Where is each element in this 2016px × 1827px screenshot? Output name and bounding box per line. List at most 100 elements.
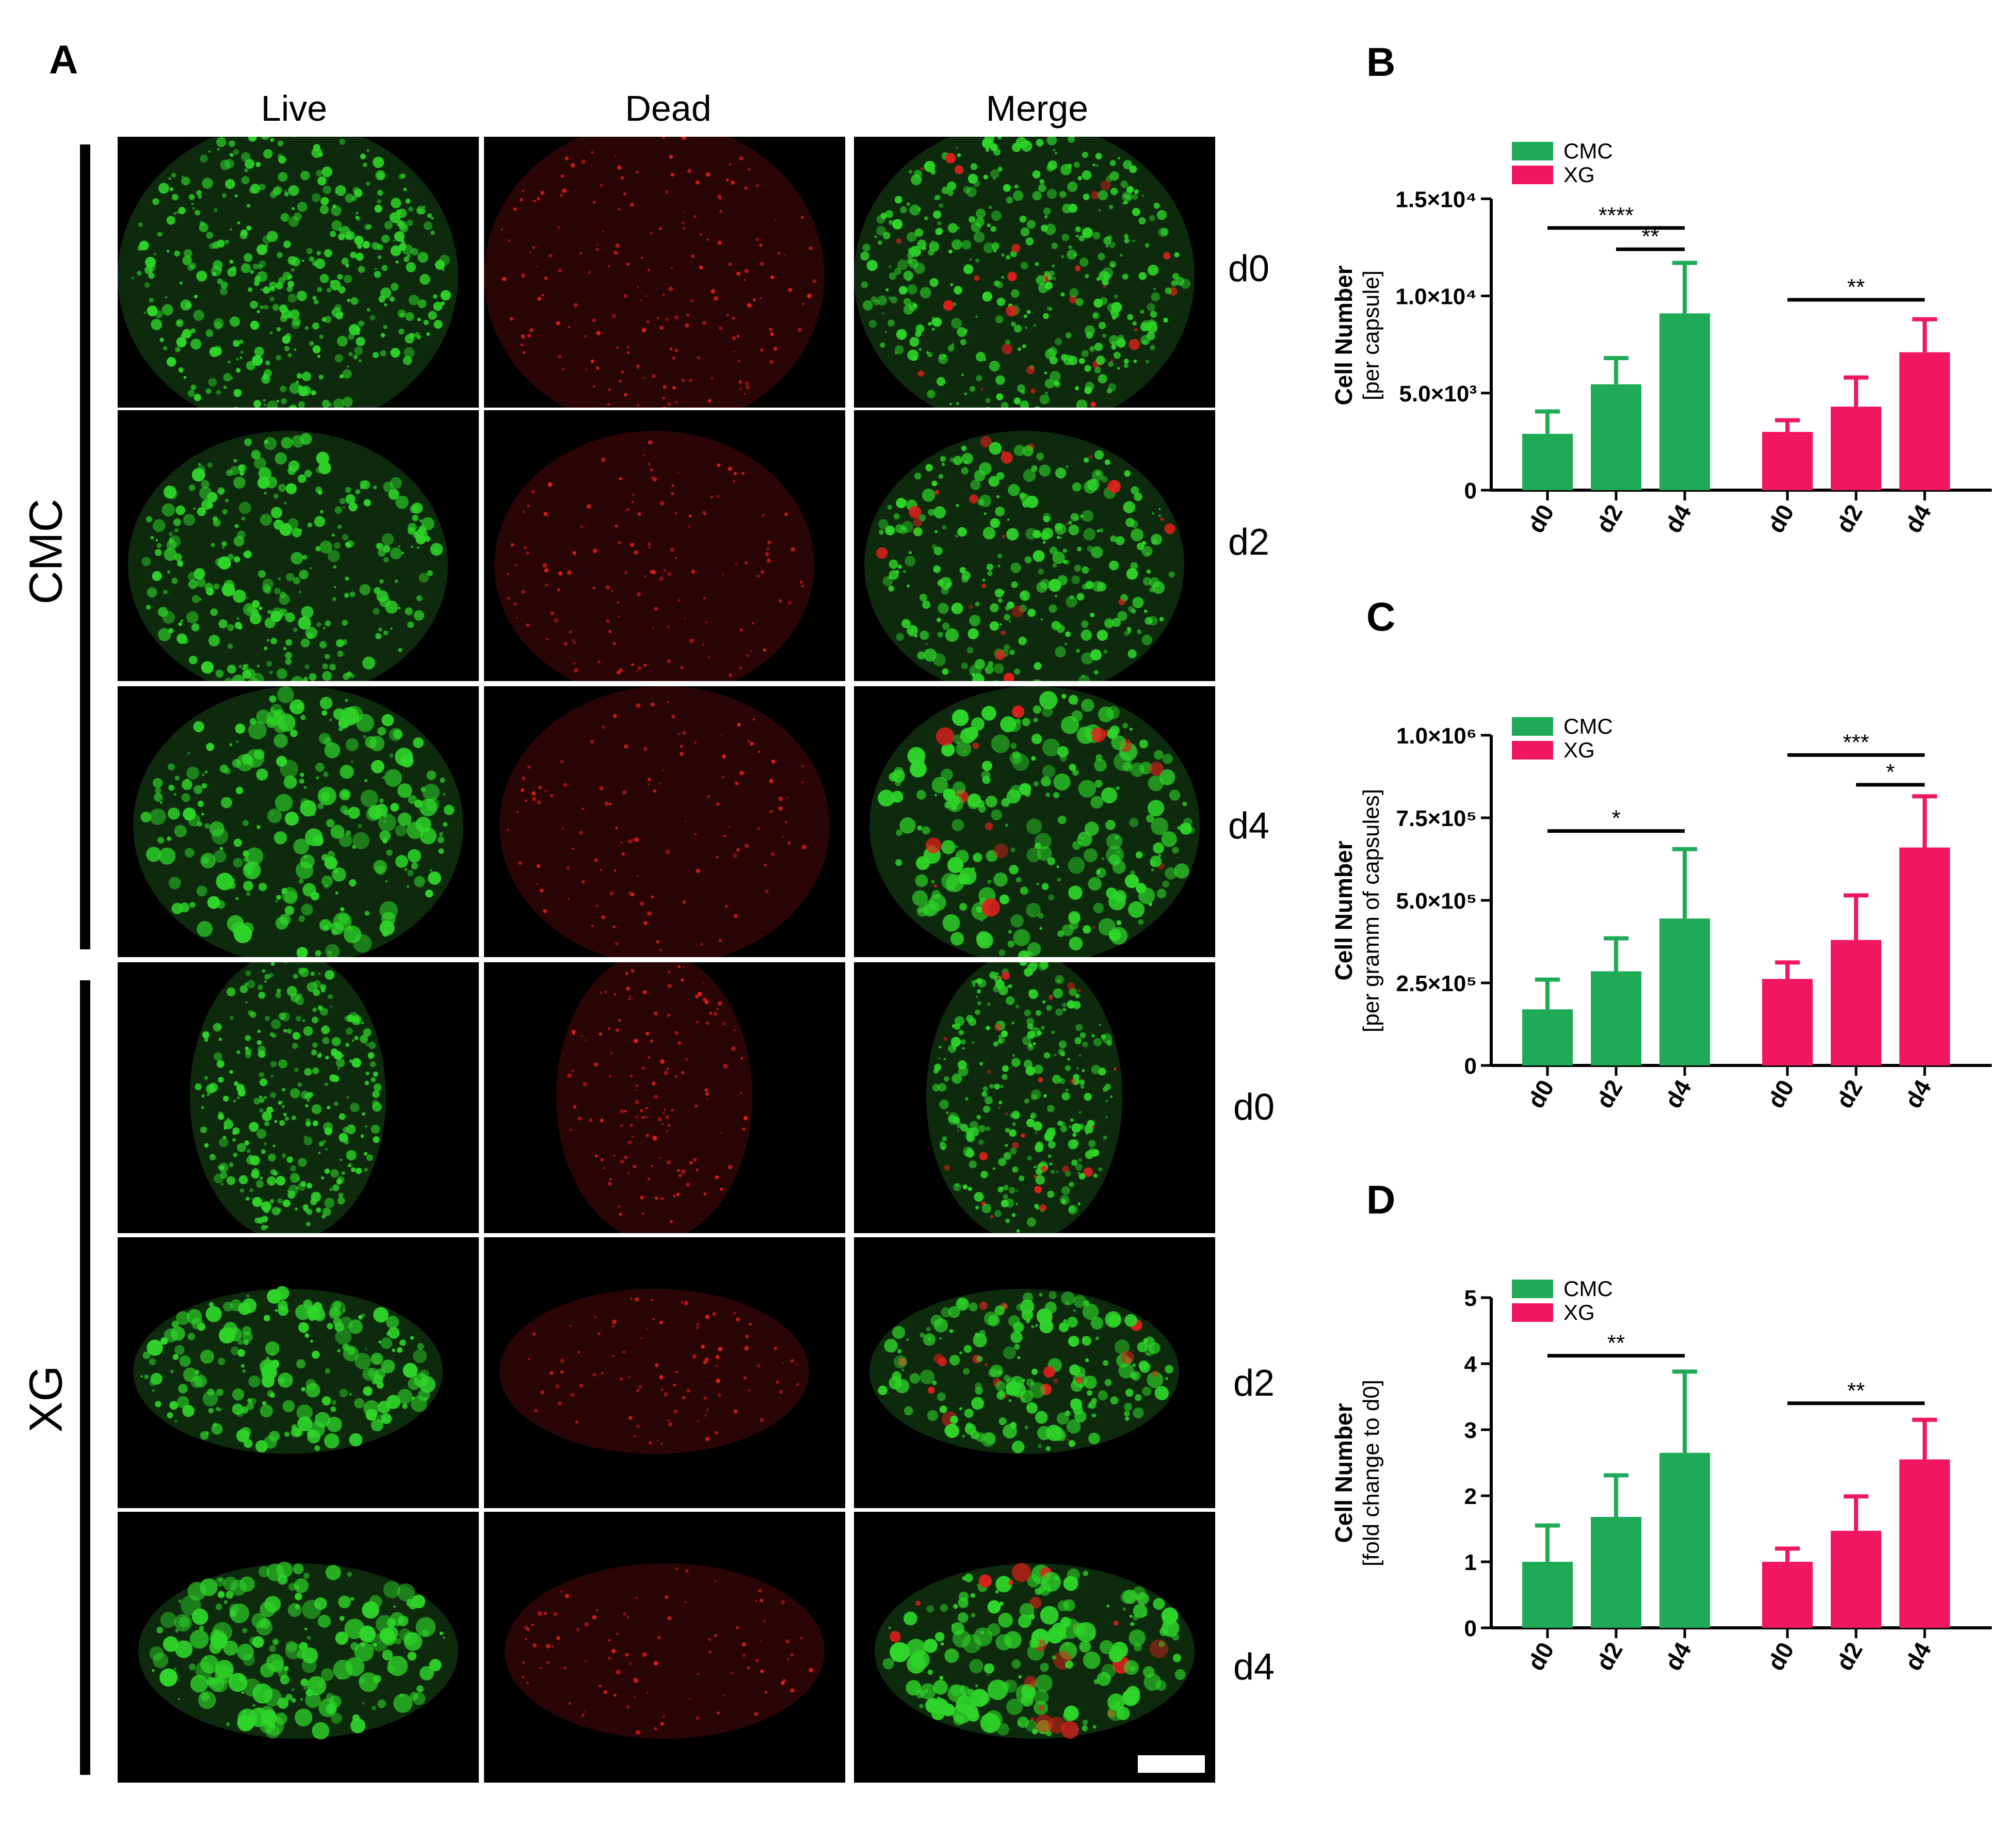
x-tick-label: d4 bbox=[1659, 1075, 1697, 1113]
chart-c: 0 2.5×10⁵ 5.0×10⁵ 7.5×10⁵ 1.0×10⁶ Cell Number… bbox=[1321, 709, 2002, 1138]
y-axis-label: Cell Number bbox=[1330, 265, 1357, 405]
x-tick-label: d2 bbox=[1831, 1075, 1868, 1112]
legend-label-cmc: CMC bbox=[1563, 714, 1613, 738]
significance-label: * bbox=[1611, 806, 1620, 831]
chart-c-svg: 0 2.5×10⁵ 5.0×10⁵ 7.5×10⁵ 1.0×10⁶ Cell Number… bbox=[1330, 714, 1992, 1113]
micrograph-dead-xg-d0 bbox=[484, 962, 845, 1233]
row-label-cmc-d2: d2 bbox=[1228, 522, 1270, 563]
group-label-cmc: CMC bbox=[20, 498, 72, 605]
y-tick-label: 0 bbox=[1464, 478, 1477, 504]
bar-xg-d0 bbox=[1762, 979, 1813, 1065]
scale-bar bbox=[1138, 1755, 1205, 1773]
bar-cmc-d4 bbox=[1659, 313, 1710, 490]
group-bar-xg bbox=[80, 980, 90, 1775]
x-tick-label: d4 bbox=[1899, 500, 1937, 538]
micrograph-dead-xg-d4 bbox=[484, 1512, 845, 1783]
x-tick-label: d0 bbox=[1522, 1638, 1559, 1675]
x-tick-label: d4 bbox=[1899, 1638, 1937, 1675]
row-label-xg-d4: d4 bbox=[1233, 1646, 1275, 1688]
chart-d-svg: 0 1 2 3 4 5 Cell Number [fold change to d0] d0 d2… bbox=[1330, 1276, 1992, 1675]
bar-xg-d2 bbox=[1831, 407, 1881, 490]
y-tick-label: 0 bbox=[1464, 1616, 1477, 1641]
legend-label-xg: XG bbox=[1563, 163, 1595, 187]
y-tick-label: 1.0×10⁶ bbox=[1396, 723, 1477, 749]
legend-label-xg: XG bbox=[1563, 1300, 1595, 1324]
legend-swatch-cmc bbox=[1512, 142, 1553, 160]
micrograph-dead-xg-d2 bbox=[484, 1237, 845, 1508]
legend-swatch-xg bbox=[1512, 166, 1553, 184]
group-label-xg: XG bbox=[20, 1365, 72, 1433]
x-tick-label: d4 bbox=[1659, 1638, 1697, 1675]
significance-label: ** bbox=[1607, 1331, 1625, 1356]
y-axis-label: Cell Number bbox=[1330, 840, 1357, 980]
significance-label: * bbox=[1886, 759, 1895, 785]
x-tick-label: d2 bbox=[1591, 1638, 1628, 1675]
y-axis-sublabel: [per capsule] bbox=[1359, 270, 1384, 400]
legend-swatch-cmc bbox=[1512, 1280, 1553, 1298]
y-axis-sublabel: [per gramm of capsules] bbox=[1359, 789, 1384, 1032]
panel-letter-b: B bbox=[1366, 39, 1396, 85]
significance-label: **** bbox=[1599, 203, 1634, 228]
x-tick-label: d2 bbox=[1831, 500, 1868, 537]
bar-cmc-d4 bbox=[1659, 1452, 1710, 1628]
micrograph-dead-cmc-d0 bbox=[484, 137, 845, 408]
chart-b: 0 5.0×10³ 1.0×10⁴ 1.5×10⁴ Cell Number [per ca… bbox=[1321, 134, 2002, 562]
column-header-live: Live bbox=[261, 88, 328, 128]
bar-xg-d0 bbox=[1762, 1562, 1813, 1628]
micrograph-live-cmc-d4 bbox=[118, 686, 479, 957]
micrograph-merge-xg-d0 bbox=[854, 962, 1215, 1233]
micrograph-merge-cmc-d2 bbox=[854, 410, 1215, 681]
micrograph-merge-cmc-d0 bbox=[854, 137, 1215, 408]
bar-cmc-d2 bbox=[1591, 971, 1641, 1065]
chart-b-svg: 0 5.0×10³ 1.0×10⁴ 1.5×10⁴ Cell Number [per ca… bbox=[1330, 139, 1992, 538]
panel-letter-c: C bbox=[1366, 594, 1396, 639]
y-tick-label: 5 bbox=[1464, 1286, 1477, 1311]
legend-label-cmc: CMC bbox=[1563, 1276, 1613, 1301]
panel-letter-d: D bbox=[1366, 1177, 1396, 1222]
micrograph-dead-cmc-d4 bbox=[484, 686, 845, 957]
row-label-cmc-d0: d0 bbox=[1228, 248, 1270, 289]
legend-swatch-xg bbox=[1512, 1303, 1553, 1322]
significance-label: ** bbox=[1847, 274, 1865, 300]
y-tick-label: 1 bbox=[1464, 1550, 1477, 1575]
y-tick-label: 1.0×10⁴ bbox=[1395, 284, 1477, 310]
legend-label-cmc: CMC bbox=[1563, 139, 1613, 163]
x-tick-label: d0 bbox=[1762, 1075, 1799, 1112]
x-tick-label: d0 bbox=[1522, 500, 1559, 537]
y-tick-label: 5.0×10³ bbox=[1399, 381, 1477, 407]
bar-xg-d4 bbox=[1899, 352, 1950, 490]
bar-cmc-d0 bbox=[1522, 1562, 1573, 1628]
x-tick-label: d4 bbox=[1899, 1075, 1937, 1113]
micrograph-live-xg-d0 bbox=[118, 962, 479, 1233]
significance-label: ** bbox=[1641, 224, 1659, 249]
chart-d: 0 1 2 3 4 5 Cell Number [fold change to d0] d0 d2… bbox=[1321, 1272, 2002, 1700]
bar-xg-d4 bbox=[1899, 847, 1950, 1065]
y-tick-label: 7.5×10⁵ bbox=[1396, 806, 1477, 831]
legend-label-xg: XG bbox=[1563, 738, 1595, 762]
micrograph-merge-xg-d2 bbox=[854, 1237, 1215, 1508]
y-tick-label: 3 bbox=[1464, 1418, 1477, 1443]
y-tick-label: 5.0×10⁵ bbox=[1396, 888, 1477, 914]
legend-swatch-cmc bbox=[1512, 717, 1553, 736]
x-tick-label: d0 bbox=[1762, 500, 1799, 537]
column-header-merge: Merge bbox=[986, 88, 1089, 128]
bar-xg-d4 bbox=[1899, 1459, 1950, 1628]
panel-letter-a: A bbox=[49, 37, 78, 82]
x-tick-label: d2 bbox=[1591, 1075, 1628, 1112]
y-axis-sublabel: [fold change to d0] bbox=[1359, 1380, 1384, 1566]
bar-cmc-d4 bbox=[1659, 918, 1710, 1065]
bar-cmc-d2 bbox=[1591, 384, 1641, 490]
group-bar-cmc bbox=[80, 144, 90, 949]
bar-cmc-d0 bbox=[1522, 1009, 1573, 1065]
significance-label: ** bbox=[1847, 1378, 1865, 1403]
y-tick-label: 2 bbox=[1464, 1484, 1477, 1509]
x-tick-label: d4 bbox=[1659, 500, 1697, 538]
y-tick-label: 2.5×10⁵ bbox=[1396, 971, 1477, 996]
x-tick-label: d2 bbox=[1831, 1638, 1868, 1675]
x-tick-label: d2 bbox=[1591, 500, 1628, 537]
micrograph-live-cmc-d2 bbox=[118, 410, 479, 681]
micrograph-merge-xg-d4 bbox=[854, 1512, 1215, 1783]
column-header-dead: Dead bbox=[625, 88, 712, 128]
bar-cmc-d0 bbox=[1522, 433, 1573, 490]
y-tick-label: 4 bbox=[1464, 1352, 1477, 1377]
